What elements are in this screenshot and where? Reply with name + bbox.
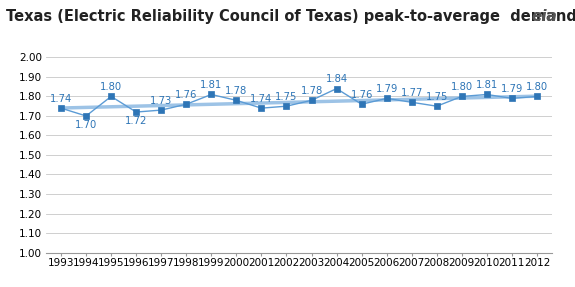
Text: 1.76: 1.76 [175, 90, 197, 100]
Text: 1.84: 1.84 [325, 74, 348, 84]
Text: 1.81: 1.81 [476, 80, 498, 90]
Text: 1.72: 1.72 [125, 116, 147, 126]
Text: 1.80: 1.80 [526, 82, 548, 92]
Text: 1.78: 1.78 [225, 86, 247, 96]
Text: 1.73: 1.73 [150, 96, 172, 106]
Text: 1.75: 1.75 [275, 92, 298, 102]
Text: eia: eia [532, 9, 558, 24]
Text: Texas (Electric Reliability Council of Texas) peak-to-average  demand ratio: Texas (Electric Reliability Council of T… [6, 9, 575, 24]
Text: 1.70: 1.70 [75, 120, 97, 130]
Text: 1.74: 1.74 [50, 94, 72, 104]
Text: 1.81: 1.81 [200, 80, 223, 90]
Text: 1.74: 1.74 [250, 94, 273, 104]
Text: 1.77: 1.77 [401, 88, 423, 98]
Text: 1.79: 1.79 [501, 84, 523, 94]
Text: 1.76: 1.76 [350, 90, 373, 100]
Text: 1.78: 1.78 [300, 86, 323, 96]
Text: 1.80: 1.80 [100, 82, 122, 92]
Text: 1.79: 1.79 [375, 84, 398, 94]
Text: 1.75: 1.75 [426, 92, 448, 102]
Text: 1.80: 1.80 [451, 82, 473, 92]
